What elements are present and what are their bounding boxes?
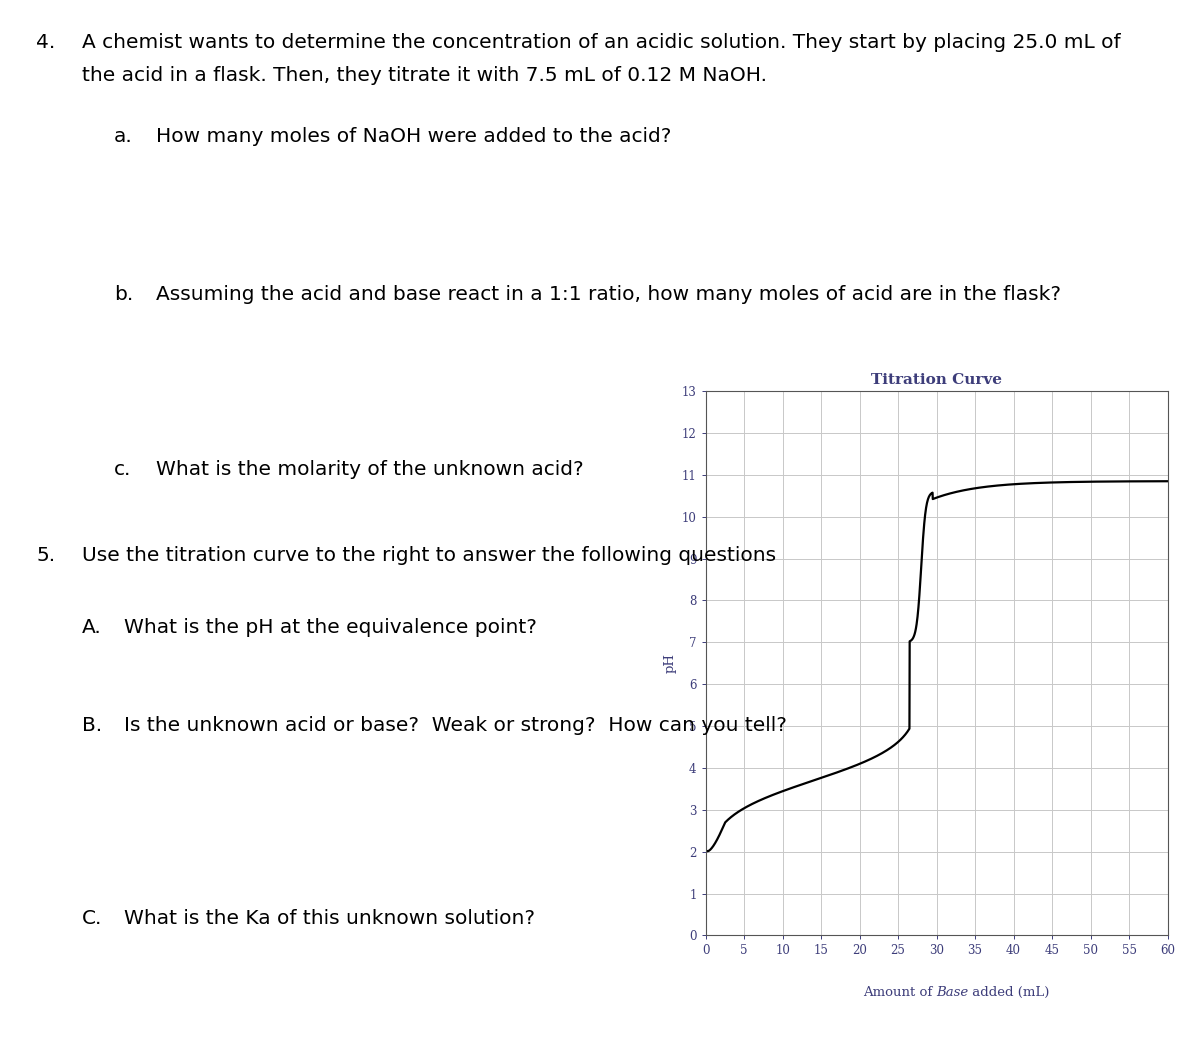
- Text: B.: B.: [82, 716, 102, 735]
- Text: 4.: 4.: [36, 33, 55, 52]
- Text: Amount of: Amount of: [863, 986, 936, 999]
- Text: a.: a.: [114, 127, 133, 146]
- Text: added (mL): added (mL): [967, 986, 1049, 999]
- Text: What is the pH at the equivalence point?: What is the pH at the equivalence point?: [124, 618, 536, 637]
- Title: Titration Curve: Titration Curve: [871, 373, 1002, 387]
- Text: c.: c.: [114, 460, 131, 479]
- Y-axis label: pH: pH: [664, 653, 676, 673]
- Text: 5.: 5.: [36, 546, 55, 565]
- Text: the acid in a flask. Then, they titrate it with 7.5 mL of 0.12 M NaOH.: the acid in a flask. Then, they titrate …: [82, 66, 767, 85]
- Text: Is the unknown acid or base?  Weak or strong?  How can you tell?: Is the unknown acid or base? Weak or str…: [124, 716, 786, 735]
- Text: A.: A.: [82, 618, 101, 637]
- Text: Use the titration curve to the right to answer the following questions: Use the titration curve to the right to …: [82, 546, 775, 565]
- Text: What is the Ka of this unknown solution?: What is the Ka of this unknown solution?: [124, 909, 535, 928]
- Text: Base: Base: [936, 986, 968, 999]
- Text: How many moles of NaOH were added to the acid?: How many moles of NaOH were added to the…: [156, 127, 671, 146]
- Text: A chemist wants to determine the concentration of an acidic solution. They start: A chemist wants to determine the concent…: [82, 33, 1121, 52]
- Text: What is the molarity of the unknown acid?: What is the molarity of the unknown acid…: [156, 460, 583, 479]
- Text: b.: b.: [114, 285, 133, 304]
- Text: Assuming the acid and base react in a 1:1 ratio, how many moles of acid are in t: Assuming the acid and base react in a 1:…: [156, 285, 1061, 304]
- Text: C.: C.: [82, 909, 102, 928]
